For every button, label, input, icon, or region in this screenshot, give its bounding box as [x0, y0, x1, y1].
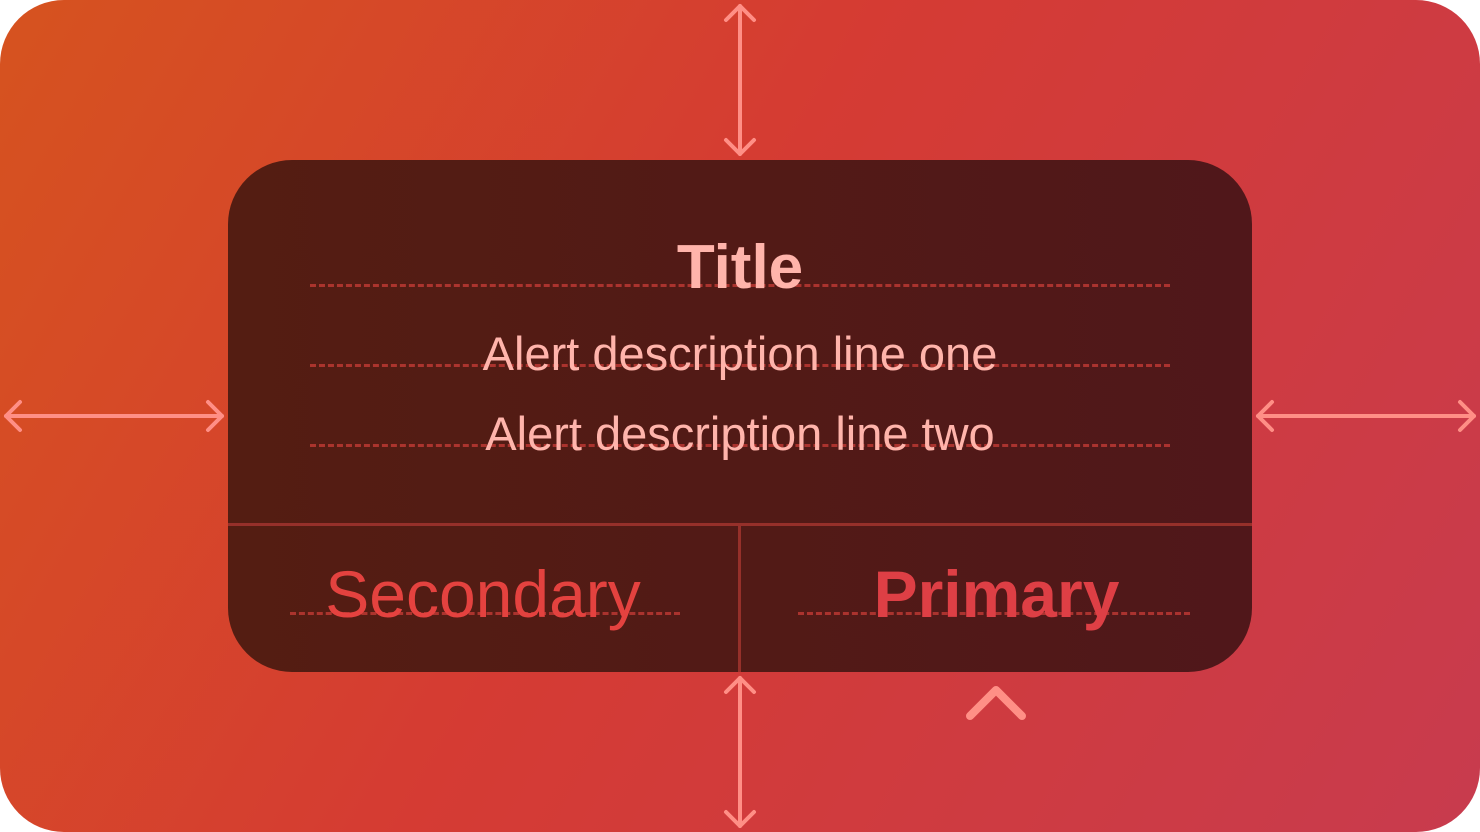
title-baseline-guide: [310, 284, 1170, 287]
right-margin-arrow-icon: [1256, 400, 1476, 432]
primary-button[interactable]: Primary: [741, 526, 1252, 672]
primary-button-label: Primary: [873, 557, 1120, 631]
button-row-separator: [228, 523, 1252, 526]
top-margin-arrow-icon: [724, 4, 756, 156]
bottom-margin-arrow-icon: [724, 676, 756, 828]
line-two-baseline-guide: [310, 444, 1170, 447]
alert-description-line-one: Alert description line one: [482, 327, 998, 380]
line-one-baseline-guide: [310, 364, 1170, 367]
chevron-up-icon: [966, 686, 1026, 720]
alert-dialog: Title Alert description line one Alert d…: [228, 160, 1252, 672]
alert-title: Title: [676, 233, 804, 302]
secondary-button[interactable]: Secondary: [228, 526, 738, 672]
alert-description-line-two: Alert description line two: [485, 407, 995, 460]
secondary-baseline-guide: [290, 612, 680, 615]
button-divider: [738, 526, 741, 672]
primary-baseline-guide: [798, 612, 1190, 615]
left-margin-arrow-icon: [4, 400, 224, 432]
secondary-button-label: Secondary: [325, 557, 641, 631]
